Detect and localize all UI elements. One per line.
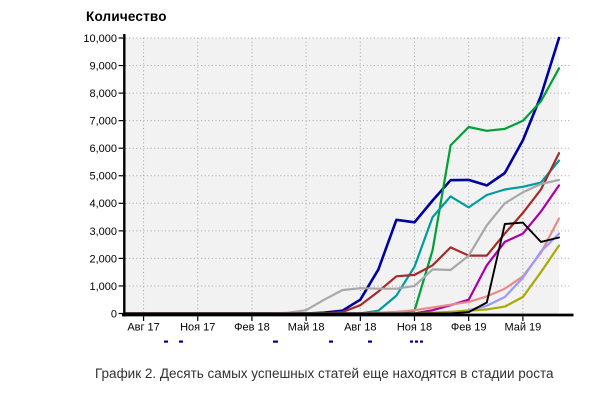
y-tick-label: 0 xyxy=(111,308,117,320)
y-tick-label: 1,000 xyxy=(89,281,117,293)
y-tick-label: 5,000 xyxy=(89,171,117,183)
y-tick-label: 7,000 xyxy=(89,116,117,128)
legend-remnant-dash xyxy=(415,340,418,343)
legend-remnant-dash xyxy=(368,340,372,343)
legend-remnant-dash xyxy=(273,340,278,343)
x-tick-label: Фев 19 xyxy=(451,322,487,334)
x-tick-label: Авг 17 xyxy=(127,322,159,334)
chart-title: Количество xyxy=(86,9,167,24)
y-tick-label: 8,000 xyxy=(89,88,117,100)
legend-remnant-dash xyxy=(329,340,333,343)
y-tick-label: 3,000 xyxy=(89,226,117,238)
y-tick-label: 2,000 xyxy=(89,253,117,265)
series-line-series-10-black xyxy=(124,221,560,315)
legend-remnant-dash xyxy=(410,340,413,343)
legend-remnant-dash xyxy=(179,340,183,343)
x-tick-label: Фев 18 xyxy=(234,322,270,334)
y-tick-label: 6,000 xyxy=(89,143,117,155)
legend-remnant-dash xyxy=(420,340,423,343)
figure-caption: График 2. Десять самых успешных статей е… xyxy=(95,366,554,381)
x-tick-label: Ноя 17 xyxy=(180,322,215,334)
legend-remnant-dash xyxy=(164,340,168,343)
x-tick-label: Май 19 xyxy=(504,322,541,334)
x-tick-label: Авг 18 xyxy=(344,322,376,334)
x-tick-label: Ноя 18 xyxy=(397,322,432,334)
x-tick-label: Май 18 xyxy=(288,322,325,334)
y-tick-label: 4,000 xyxy=(89,198,117,210)
y-tick-label: 9,000 xyxy=(89,60,117,72)
line-chart: 0 1,000 2,000 3,000 4,000 5,000 6,000 7,000 8,00… xyxy=(83,33,574,343)
y-tick-label: 10,000 xyxy=(83,33,117,45)
